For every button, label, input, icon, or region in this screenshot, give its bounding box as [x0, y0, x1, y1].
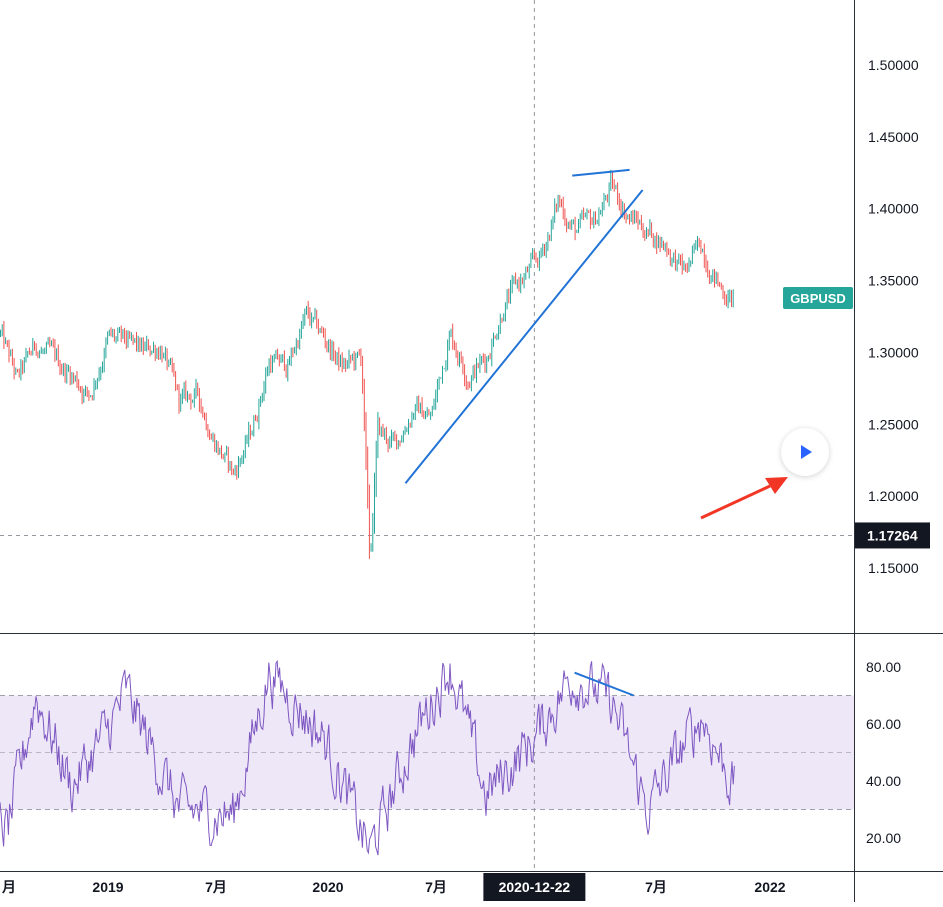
price-tick-label: 1.40000 — [868, 201, 919, 217]
grid-layer — [0, 0, 854, 871]
price-tick-label: 1.15000 — [868, 560, 919, 576]
time-tick-label: 7月 — [205, 879, 227, 895]
annotation-arrow — [700, 484, 771, 520]
play-button[interactable] — [781, 428, 829, 476]
play-icon — [801, 445, 812, 459]
rsi-divergence-line[interactable] — [574, 671, 635, 697]
time-tick-label: 7月 — [425, 879, 447, 895]
crosshair-price-label: 1.17264 — [867, 527, 918, 543]
time-tick-label: 7月 — [645, 879, 667, 895]
rsi-tick-label: 60.00 — [866, 716, 901, 732]
symbol-label[interactable]: GBPUSD — [790, 291, 846, 306]
annotation-arrow-head — [765, 477, 788, 494]
candles-layer — [0, 169, 734, 559]
price-tick-label: 1.25000 — [868, 416, 919, 432]
time-tick-label: 月 — [1, 879, 16, 895]
drawings-layer[interactable] — [0, 168, 788, 697]
symbol-badge — [783, 287, 853, 309]
crosshair-date-box — [483, 873, 586, 901]
time-tick-label: 2020 — [312, 879, 343, 895]
trendline-1[interactable] — [404, 189, 644, 484]
rsi-tick-label: 40.00 — [866, 773, 901, 789]
labels-layer: 1.50000 1.45000 1.40000 1.35000 1.30000 1.250… — [1, 57, 930, 901]
crosshair-date-label: 2020-12-22 — [499, 879, 571, 895]
rsi-tick-label: 80.00 — [866, 659, 901, 675]
rsi-tick-label: 20.00 — [866, 830, 901, 846]
trendline-2[interactable] — [572, 168, 630, 177]
price-tick-label: 1.35000 — [868, 273, 919, 289]
price-tick-label: 1.50000 — [868, 57, 919, 73]
time-tick-label: 2019 — [92, 879, 123, 895]
price-tick-label: 1.30000 — [868, 344, 919, 360]
time-tick-label: 2022 — [754, 879, 785, 895]
rsi-line — [0, 659, 735, 856]
price-tick-label: 1.20000 — [868, 488, 919, 504]
rsi-layer — [0, 659, 735, 856]
crosshair-price-box — [855, 522, 930, 549]
price-tick-label: 1.45000 — [868, 129, 919, 145]
